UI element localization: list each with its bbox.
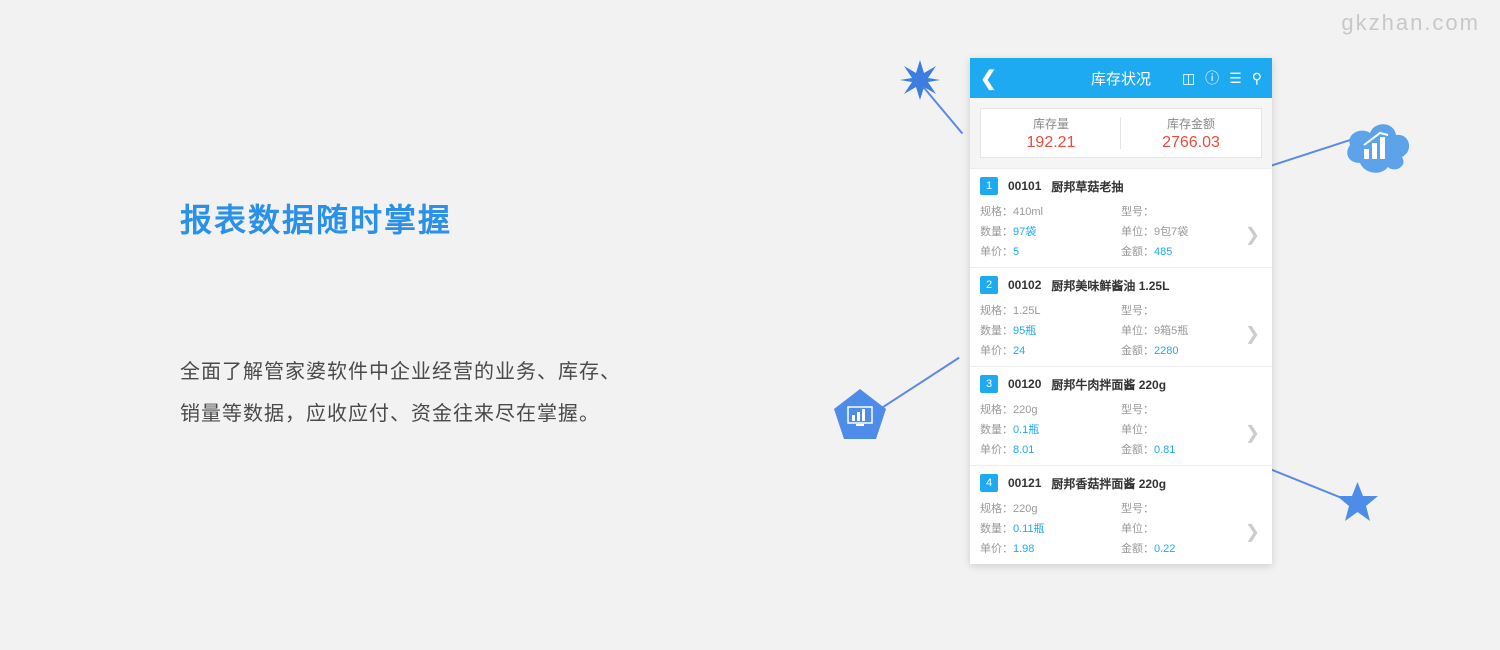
item-code: 00121 xyxy=(1008,476,1041,490)
screen-title: 库存状况 xyxy=(1091,68,1151,89)
phone-screen: ❮ 库存状况 ◫ ⓘ ☰ ⚲ 库存量 192.21 库存金额 2766.03 1… xyxy=(970,58,1272,564)
watermark: gkzhan.com xyxy=(1341,10,1480,36)
amount-field: 金额：485 xyxy=(1121,243,1262,259)
spec-field: 规格：410ml xyxy=(980,203,1121,219)
inventory-list: 100101厨邦草菇老抽规格：410ml型号：数量：97袋单位：9包7袋单价：5… xyxy=(970,168,1272,564)
summary-amount: 库存金额 2766.03 xyxy=(1121,109,1261,157)
item-code: 00101 xyxy=(1008,179,1041,193)
model-field: 型号： xyxy=(1121,203,1262,219)
item-name: 厨邦香菇拌面酱 220g xyxy=(1051,475,1166,492)
summary-qty: 库存量 192.21 xyxy=(981,109,1121,157)
app-header: ❮ 库存状况 ◫ ⓘ ☰ ⚲ xyxy=(970,58,1272,98)
qty-field: 数量：0.1瓶 xyxy=(980,421,1121,437)
marketing-text: 报表数据随时掌握 全面了解管家婆软件中企业经营的业务、库存、销量等数据，应收应付… xyxy=(180,195,640,435)
unit-field: 单位：9包7袋 xyxy=(1121,223,1262,239)
spec-field: 规格：1.25L xyxy=(980,302,1121,318)
scan-icon[interactable]: ◫ xyxy=(1182,70,1195,87)
item-code: 00102 xyxy=(1008,278,1041,292)
summary-amount-value: 2766.03 xyxy=(1162,134,1220,152)
chevron-right-icon: ❯ xyxy=(1245,522,1260,543)
cloud-chart-icon xyxy=(1340,115,1415,175)
price-field: 单价：1.98 xyxy=(980,540,1121,556)
star-icon xyxy=(1335,480,1380,525)
item-name: 厨邦美味鲜酱油 1.25L xyxy=(1051,277,1169,294)
body-text: 全面了解管家婆软件中企业经营的业务、库存、销量等数据，应收应付、资金往来尽在掌握… xyxy=(180,351,640,435)
back-icon[interactable]: ❮ xyxy=(980,66,997,91)
connector-line xyxy=(876,357,959,412)
spec-field: 规格：220g xyxy=(980,401,1121,417)
burst-icon xyxy=(900,60,940,100)
item-index-badge: 2 xyxy=(980,276,998,294)
qty-field: 数量：0.11瓶 xyxy=(980,520,1121,536)
search-icon[interactable]: ⚲ xyxy=(1252,70,1262,87)
price-field: 单价：8.01 xyxy=(980,441,1121,457)
price-field: 单价：5 xyxy=(980,243,1121,259)
spec-field: 规格：220g xyxy=(980,500,1121,516)
summary-amount-label: 库存金额 xyxy=(1167,115,1215,132)
inventory-item[interactable]: 4 00121 厨邦香菇拌面酱 220g 规格：220g型号：数量：0.11瓶单位：单… xyxy=(970,465,1272,564)
item-name: 厨邦牛肉拌面酱 220g xyxy=(1051,376,1166,393)
unit-field: 单位： xyxy=(1121,421,1262,437)
amount-field: 金额：0.22 xyxy=(1121,540,1262,556)
unit-field: 单位：9箱5瓶 xyxy=(1121,322,1262,338)
headline: 报表数据随时掌握 xyxy=(180,195,640,241)
summary-qty-label: 库存量 xyxy=(1033,115,1069,132)
amount-field: 金额：2280 xyxy=(1121,342,1262,358)
chevron-right-icon: ❯ xyxy=(1245,225,1260,246)
model-field: 型号： xyxy=(1121,500,1262,516)
inventory-item[interactable]: 3 00120 厨邦牛肉拌面酱 220g 规格：220g型号：数量：0.1瓶单位：单价… xyxy=(970,366,1272,465)
chevron-right-icon: ❯ xyxy=(1245,423,1260,444)
inventory-item[interactable]: 2 00102 厨邦美味鲜酱油 1.25L 规格：1.25L型号：数量：95瓶单位：9… xyxy=(970,267,1272,366)
list-icon[interactable]: ☰ xyxy=(1229,70,1242,87)
info-icon[interactable]: ⓘ xyxy=(1205,68,1219,88)
inventory-item[interactable]: 1 00101 厨邦草菇老抽规格：410ml型号：数量：97袋单位：9包7袋单价：5… xyxy=(970,168,1272,267)
pentagon-monitor-icon xyxy=(832,387,888,443)
item-code: 00120 xyxy=(1008,377,1041,391)
item-index-badge: 4 xyxy=(980,474,998,492)
qty-field: 数量：97袋 xyxy=(980,223,1121,239)
qty-field: 数量：95瓶 xyxy=(980,322,1121,338)
item-index-badge: 3 xyxy=(980,375,998,393)
model-field: 型号： xyxy=(1121,302,1262,318)
item-name: 厨邦草菇老抽 xyxy=(1051,178,1123,195)
unit-field: 单位： xyxy=(1121,520,1262,536)
chevron-right-icon: ❯ xyxy=(1245,324,1260,345)
price-field: 单价：24 xyxy=(980,342,1121,358)
item-index-badge: 1 xyxy=(980,177,998,195)
model-field: 型号： xyxy=(1121,401,1262,417)
summary-qty-value: 192.21 xyxy=(1027,134,1076,152)
summary-card: 库存量 192.21 库存金额 2766.03 xyxy=(980,108,1262,158)
amount-field: 金额：0.81 xyxy=(1121,441,1262,457)
